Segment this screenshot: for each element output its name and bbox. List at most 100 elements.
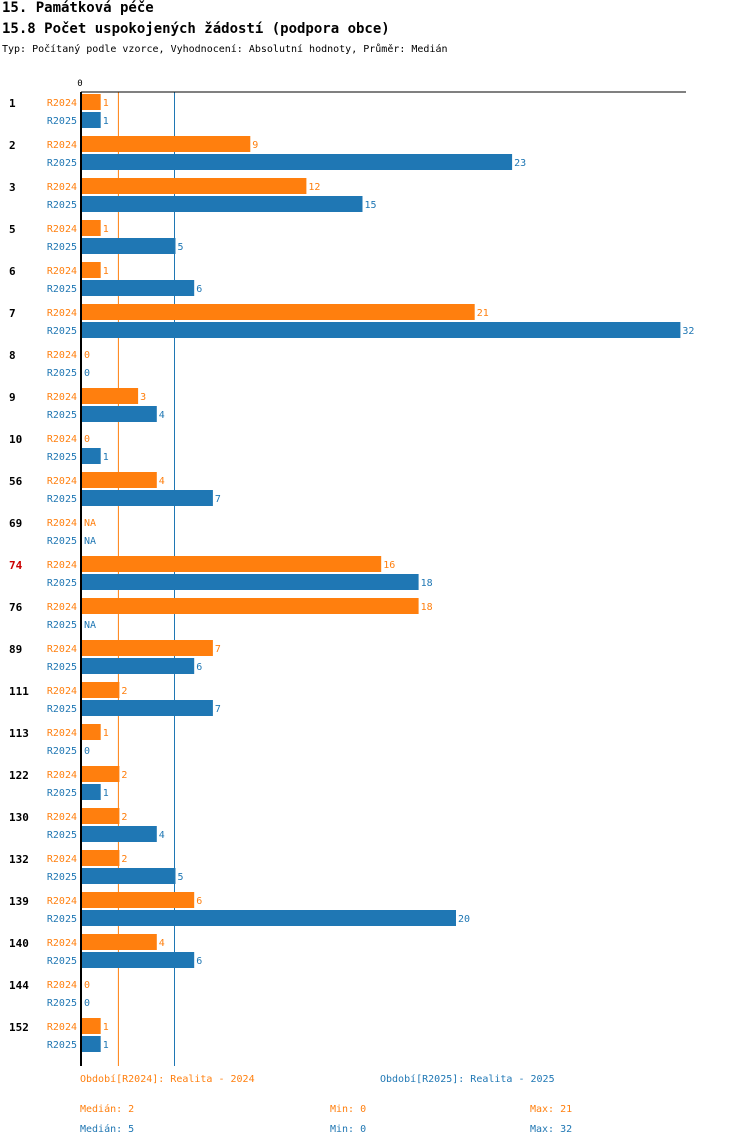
value-label-r2025: 32 xyxy=(682,326,694,337)
bar-r2025 xyxy=(82,112,101,128)
stat-min-r2025: Min: 0 xyxy=(330,1124,367,1135)
bar-r2024 xyxy=(82,220,101,236)
value-label-r2024: 0 xyxy=(84,980,90,991)
series-label-r2024: R2024 xyxy=(47,182,77,193)
bar-r2024 xyxy=(82,94,101,110)
bar-r2025 xyxy=(82,154,513,170)
category-label: 89 xyxy=(9,643,22,656)
series-label-r2025: R2025 xyxy=(47,956,77,967)
value-label-r2025: 7 xyxy=(215,494,221,505)
series-label-r2025: R2025 xyxy=(47,494,77,505)
value-label-r2025: 1 xyxy=(103,788,109,799)
series-label-r2024: R2024 xyxy=(47,308,77,319)
stat-min-r2024: Min: 0 xyxy=(330,1104,367,1115)
bar-r2024 xyxy=(82,598,419,614)
legend-r2024: Období[R2024]: Realita - 2024 xyxy=(80,1074,255,1085)
category-label: 3 xyxy=(9,181,16,194)
value-label-r2024: 0 xyxy=(84,434,90,445)
value-label-r2024: 1 xyxy=(103,224,109,235)
category-label: 140 xyxy=(9,937,29,950)
series-label-r2024: R2024 xyxy=(47,350,77,361)
category-label: 139 xyxy=(9,895,29,908)
series-label-r2024: R2024 xyxy=(47,938,77,949)
bar-r2025 xyxy=(82,700,213,716)
bar-r2024 xyxy=(82,1018,101,1034)
series-label-r2025: R2025 xyxy=(47,1040,77,1051)
series-label-r2024: R2024 xyxy=(47,560,77,571)
bar-r2025 xyxy=(82,1036,101,1052)
category-label: 8 xyxy=(9,349,16,362)
stat-max-r2025: Max: 32 xyxy=(530,1124,573,1135)
value-label-r2024: 4 xyxy=(159,476,165,487)
value-label-r2024: 2 xyxy=(121,770,127,781)
bar-r2024 xyxy=(82,136,251,152)
bar-r2025 xyxy=(82,490,213,506)
value-label-r2024: 1 xyxy=(103,1022,109,1033)
bar-r2025 xyxy=(82,784,101,800)
value-label-r2024: NA xyxy=(84,518,96,529)
value-label-r2024: 2 xyxy=(121,812,127,823)
series-label-r2024: R2024 xyxy=(47,728,77,739)
bar-r2025 xyxy=(82,322,681,338)
bar-r2025 xyxy=(82,238,176,254)
chart-meta: Typ: Počítaný podle vzorce, Vyhodnocení:… xyxy=(2,44,448,55)
bar-r2025 xyxy=(82,280,195,296)
bar-r2025 xyxy=(82,448,101,464)
bar-r2024 xyxy=(82,556,382,572)
value-label-r2025: 20 xyxy=(458,914,470,925)
series-label-r2025: R2025 xyxy=(47,200,77,211)
bar-r2025 xyxy=(82,868,176,884)
series-label-r2024: R2024 xyxy=(47,266,77,277)
bar-r2025 xyxy=(82,196,363,212)
chart-title: 15.8 Počet uspokojených žádostí (podpora… xyxy=(2,21,390,37)
value-label-r2024: 2 xyxy=(121,686,127,697)
value-label-r2025: 6 xyxy=(196,662,202,673)
value-label-r2024: 4 xyxy=(159,938,165,949)
value-label-r2025: NA xyxy=(84,620,96,631)
bar-r2024 xyxy=(82,262,101,278)
series-label-r2024: R2024 xyxy=(47,518,77,529)
series-label-r2025: R2025 xyxy=(47,242,77,253)
value-label-r2025: 0 xyxy=(84,746,90,757)
category-label: 9 xyxy=(9,391,16,404)
page-title: 15. Památková péče xyxy=(2,0,154,16)
bar-r2025 xyxy=(82,406,157,422)
category-label: 144 xyxy=(9,979,29,992)
series-label-r2025: R2025 xyxy=(47,158,77,169)
value-label-r2025: 15 xyxy=(365,200,377,211)
category-label: 2 xyxy=(9,139,16,152)
series-label-r2025: R2025 xyxy=(47,284,77,295)
value-label-r2025: 7 xyxy=(215,704,221,715)
series-label-r2025: R2025 xyxy=(47,704,77,715)
bar-r2025 xyxy=(82,574,419,590)
value-label-r2025: 5 xyxy=(178,872,184,883)
value-label-r2025: 6 xyxy=(196,284,202,295)
x-axis-zero-label: 0 xyxy=(77,79,82,89)
series-label-r2024: R2024 xyxy=(47,392,77,403)
series-label-r2024: R2024 xyxy=(47,140,77,151)
stat-max-r2024: Max: 21 xyxy=(530,1104,573,1115)
bar-r2024 xyxy=(82,682,120,698)
value-label-r2025: 1 xyxy=(103,452,109,463)
series-label-r2024: R2024 xyxy=(47,1022,77,1033)
value-label-r2024: 9 xyxy=(252,140,258,151)
category-label: 1 xyxy=(9,97,16,110)
bar-r2025 xyxy=(82,826,157,842)
series-label-r2025: R2025 xyxy=(47,578,77,589)
series-label-r2025: R2025 xyxy=(47,410,77,421)
legend-r2025: Období[R2025]: Realita - 2025 xyxy=(380,1074,555,1085)
value-label-r2024: 12 xyxy=(308,182,320,193)
series-label-r2024: R2024 xyxy=(47,434,77,445)
series-label-r2025: R2025 xyxy=(47,998,77,1009)
series-label-r2025: R2025 xyxy=(47,452,77,463)
series-label-r2024: R2024 xyxy=(47,644,77,655)
value-label-r2024: 1 xyxy=(103,266,109,277)
series-label-r2024: R2024 xyxy=(47,770,77,781)
series-label-r2024: R2024 xyxy=(47,980,77,991)
value-label-r2024: 16 xyxy=(383,560,395,571)
bar-r2025 xyxy=(82,658,195,674)
stat-median-r2024: Medián: 2 xyxy=(80,1104,135,1115)
value-label-r2024: 1 xyxy=(103,98,109,109)
value-label-r2024: 6 xyxy=(196,896,202,907)
